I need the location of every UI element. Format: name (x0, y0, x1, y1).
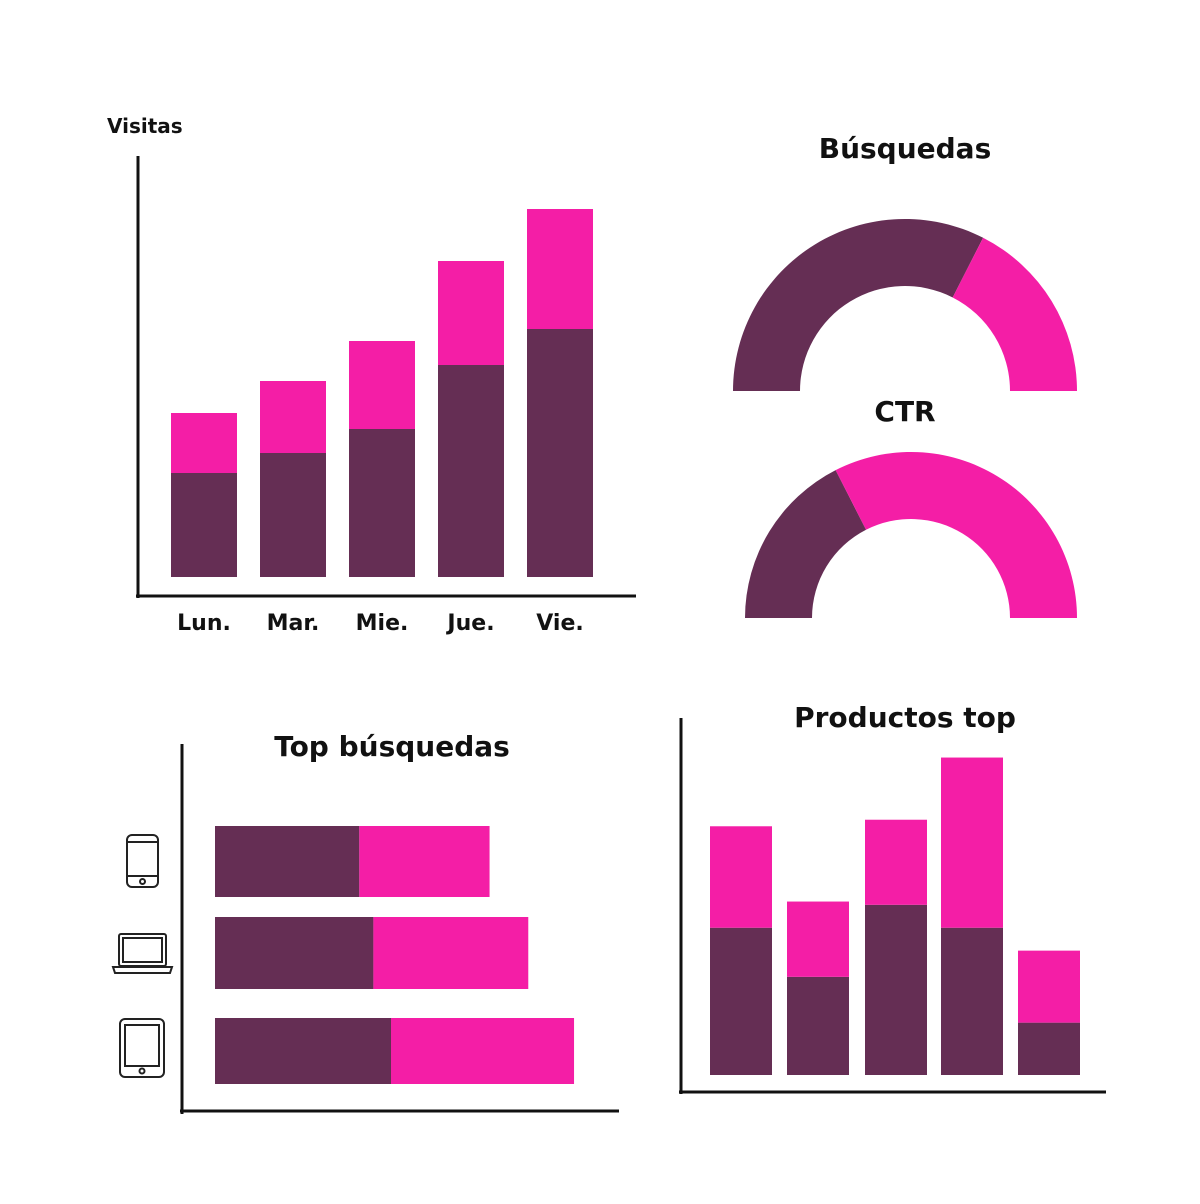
busquedas-arcs (733, 218, 1077, 391)
visitas-bar-4-seg-2 (438, 261, 504, 365)
visitas-tick-label: Lun. (177, 611, 231, 636)
visitas-tick-label: Jue. (445, 611, 494, 636)
productos-top-bar-4-seg-2 (941, 757, 1003, 928)
productos-top-chart: Productos top (679, 701, 1106, 1094)
top-busquedas-bars (215, 826, 575, 1084)
top-busquedas-bar-2-seg-1 (215, 917, 374, 989)
ctr-chart: CTR (745, 395, 1077, 618)
visitas-bar-2-seg-2 (260, 381, 326, 453)
ctr-title: CTR (874, 395, 935, 428)
productos-top-bar-3-seg-2 (865, 819, 927, 905)
top-busquedas-bar-1-seg-1 (215, 826, 360, 897)
top-busquedas-chart: Top búsquedas (111, 730, 619, 1114)
ctr-arcs (745, 452, 1077, 618)
visitas-tick-label: Vie. (536, 611, 583, 636)
productos-top-bar-5-seg-2 (1018, 950, 1080, 1023)
ctr-slice-1 (745, 470, 867, 618)
visitas-bar-4-seg-1 (438, 365, 504, 577)
visitas-bar-5-seg-1 (527, 329, 593, 577)
visitas-tick-label: Mar. (267, 611, 320, 636)
productos-top-title: Productos top (794, 701, 1016, 734)
visitas-tick-labels: Lun. Mar. Mie. Jue. Vie. (177, 611, 584, 636)
tablet-icon (119, 1018, 165, 1078)
busquedas-title: Búsquedas (819, 132, 992, 165)
laptop-icon (111, 933, 174, 974)
ctr-slice-2 (835, 452, 1077, 618)
top-busquedas-bar-3-seg-1 (215, 1018, 391, 1084)
visitas-tick-label: Mie. (356, 611, 409, 636)
visitas-bars (171, 209, 593, 577)
visitas-chart: Visitas Lun. Mar. Mie. Jue. Vie. (107, 114, 636, 636)
productos-top-bar-1-seg-1 (710, 927, 772, 1075)
productos-top-bar-4-seg-1 (941, 927, 1003, 1075)
productos-top-bar-1-seg-2 (710, 826, 772, 928)
busquedas-chart: Búsquedas (733, 132, 1077, 391)
productos-top-bar-2-seg-1 (787, 976, 849, 1075)
visitas-bar-3-seg-2 (349, 341, 415, 429)
busquedas-slice-2 (952, 237, 1077, 391)
visitas-bar-1-seg-2 (171, 413, 237, 473)
visitas-ylabel: Visitas (107, 114, 183, 138)
productos-top-bar-2-seg-2 (787, 901, 849, 977)
visitas-bar-2-seg-1 (260, 453, 326, 577)
visitas-bar-1-seg-1 (171, 473, 237, 577)
productos-top-bar-3-seg-1 (865, 904, 927, 1075)
productos-top-bar-5-seg-1 (1018, 1022, 1080, 1075)
top-busquedas-bar-3-seg-2 (391, 1018, 575, 1084)
productos-top-bars (710, 757, 1080, 1075)
top-busquedas-bar-1-seg-2 (359, 826, 490, 897)
visitas-bar-5-seg-2 (527, 209, 593, 329)
top-busquedas-bar-2-seg-2 (373, 917, 529, 989)
phone-icon (126, 834, 159, 888)
busquedas-slice-1 (733, 218, 984, 391)
top-busquedas-title: Top búsquedas (274, 730, 510, 763)
visitas-bar-3-seg-1 (349, 429, 415, 577)
